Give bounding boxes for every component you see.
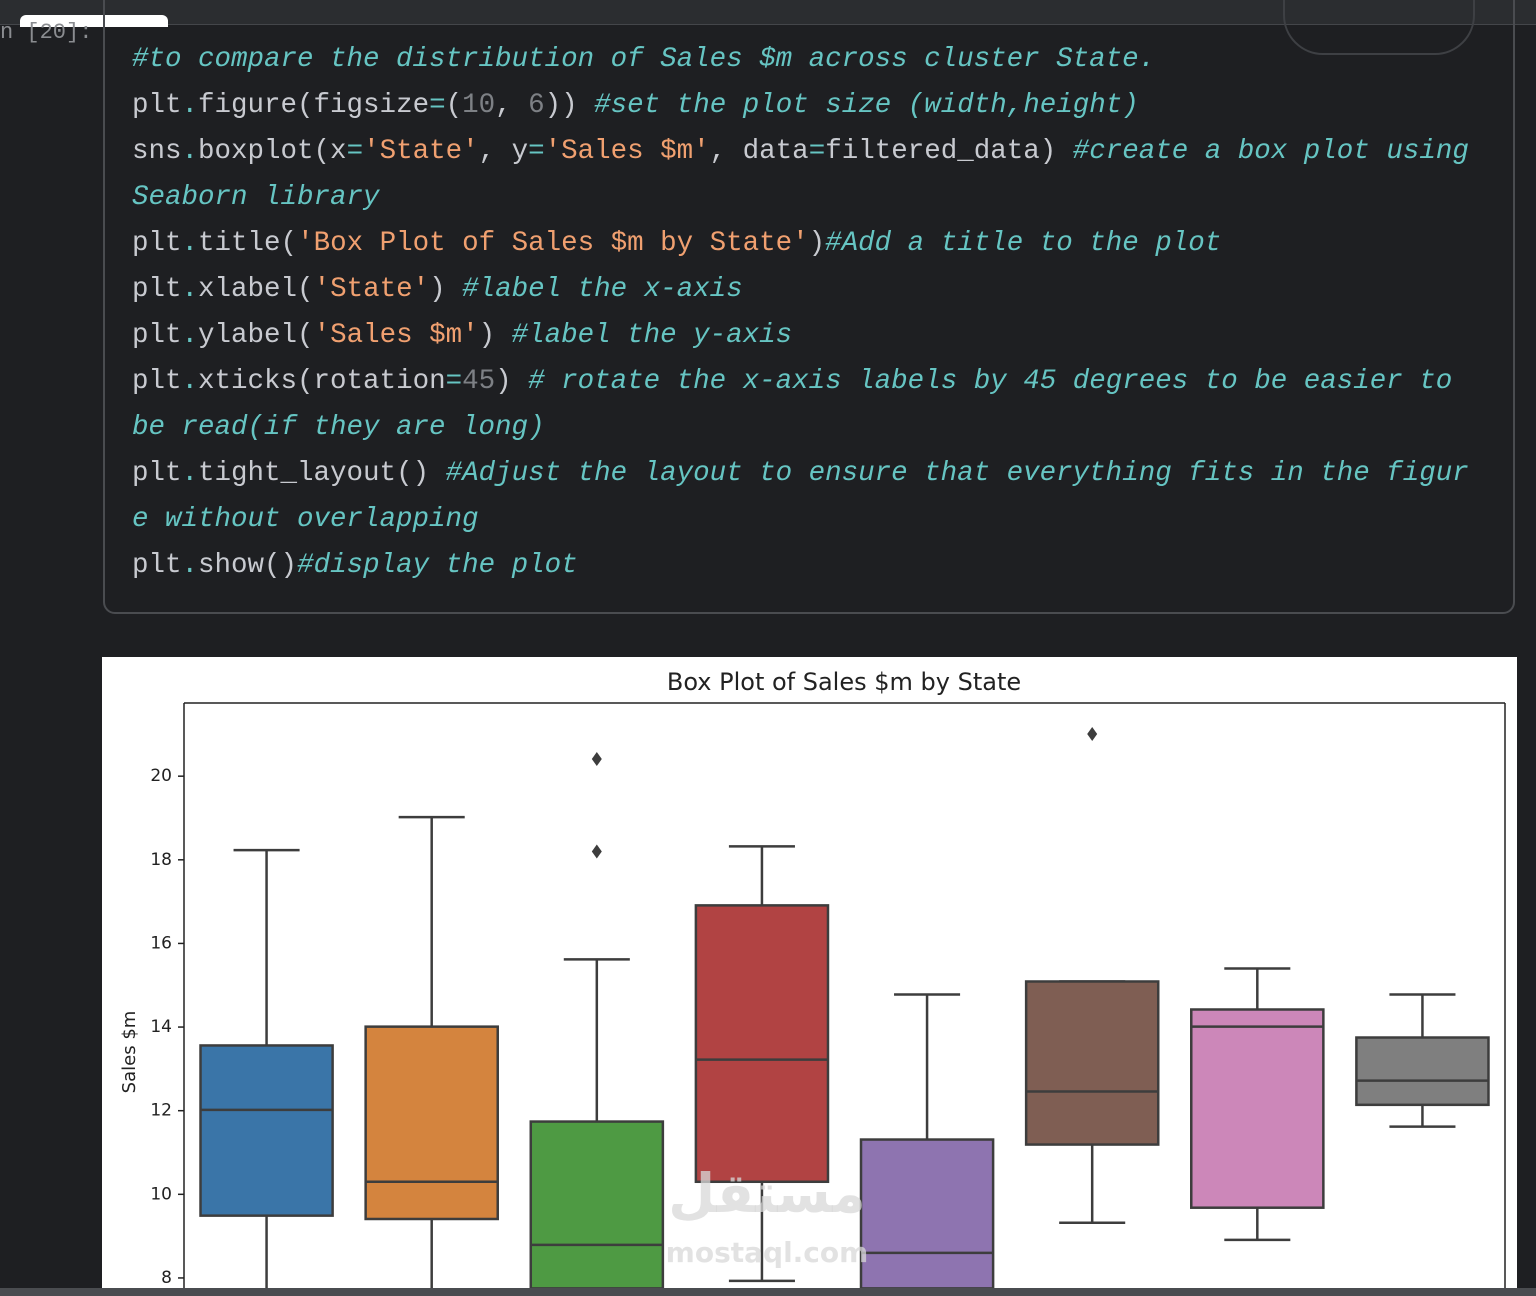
code-line: plt.ylabel('Sales $m') #label the y-axis: [132, 313, 1485, 359]
code-token: ): [808, 228, 826, 259]
code-token: boxplot(x: [198, 136, 347, 167]
chart-title: Box Plot of Sales $m by State: [667, 668, 1021, 696]
code-token: plt: [132, 320, 182, 351]
bottom-bar: [0, 1288, 1536, 1296]
code-token: plt: [132, 458, 182, 489]
code-token: #label the x-axis: [462, 274, 743, 305]
code-token: =: [445, 366, 463, 397]
y-tick-label: 10: [150, 1184, 172, 1204]
code-token: )): [544, 90, 595, 121]
y-tick-label: 8: [161, 1268, 172, 1288]
code-token: .: [181, 228, 199, 259]
code-token: plt: [132, 228, 182, 259]
code-token: ): [429, 274, 463, 305]
code-token: 45: [462, 366, 496, 397]
code-token: xlabel(: [198, 274, 314, 305]
code-token: show(): [198, 550, 298, 581]
code-token: ): [478, 320, 512, 351]
code-token: .: [181, 458, 199, 489]
code-token: title(: [198, 228, 298, 259]
code-token: .: [181, 136, 199, 167]
watermark: مستقل: [668, 1162, 866, 1225]
flier: [591, 844, 602, 859]
code-line: plt.xlabel('State') #label the x-axis: [132, 267, 1485, 313]
flier: [1087, 726, 1098, 741]
flier: [591, 752, 602, 767]
code-line: plt.figure(figsize=(10, 6)) #set the plo…: [132, 83, 1485, 129]
code-line: #to compare the distribution of Sales $m…: [132, 37, 1485, 83]
code-token: =: [346, 136, 364, 167]
code-token: .: [181, 274, 199, 305]
code-token: #Adjust the layout to ensure that everyt…: [132, 458, 1469, 535]
box: [1355, 1036, 1490, 1107]
top-bar: [0, 0, 1536, 25]
code-token: 6: [528, 90, 545, 121]
code-token: ): [495, 366, 529, 397]
code-token: #label the y-axis: [511, 320, 793, 351]
code-token: plt: [132, 90, 182, 121]
code-token: 'Box Plot of Sales $m by State': [297, 228, 809, 259]
y-tick-label: 14: [150, 1017, 172, 1037]
code-token: filtered_data): [825, 136, 1073, 167]
y-axis-label: Sales $m: [119, 1011, 140, 1094]
code-token: (: [445, 90, 463, 121]
code-token: #to compare the distribution of Sales $m…: [132, 44, 1156, 75]
code-token: =: [429, 90, 446, 121]
box: [529, 1120, 665, 1290]
code-token: # rotate the x-axis labels by 45 degrees…: [132, 366, 1469, 443]
code-token: plt: [132, 550, 182, 581]
y-tick-label: 18: [150, 850, 172, 870]
code-token: .: [181, 366, 199, 397]
code-line: plt.show()#display the plot: [132, 543, 1485, 589]
box: [859, 1138, 995, 1290]
code-line: plt.title('Box Plot of Sales $m by State…: [132, 221, 1485, 267]
code-token: ylabel(: [198, 320, 314, 351]
code-token: .: [181, 90, 199, 121]
box: [364, 1025, 499, 1221]
box: [1190, 1008, 1325, 1209]
code-token: =: [808, 136, 826, 167]
code-line: sns.boxplot(x='State', y='Sales $m', dat…: [132, 129, 1485, 221]
code-token: .: [181, 320, 199, 351]
code-token: .: [181, 550, 199, 581]
code-token: 'Sales $m': [313, 320, 479, 351]
cell-prompt: n [20]:: [0, 20, 93, 45]
code-token: 10: [462, 90, 496, 121]
code-token: , y: [478, 136, 529, 167]
code: #to compare the distribution of Sales $m…: [132, 37, 1485, 589]
code-token: ,: [495, 90, 529, 121]
code-token: 'Sales $m': [544, 136, 710, 167]
code-line: plt.xticks(rotation=45) # rotate the x-a…: [132, 359, 1485, 451]
code-token: plt: [132, 274, 182, 305]
code-line: plt.tight_layout() #Adjust the layout to…: [132, 451, 1485, 543]
box: [199, 1044, 334, 1217]
code-token: #create a box plot using Seaborn library: [132, 136, 1486, 213]
code-token: #display the plot: [297, 550, 578, 581]
code-token: xticks(rotation: [198, 366, 446, 397]
tab[interactable]: [20, 15, 168, 27]
code-token: figure(figsize: [198, 90, 430, 121]
code-token: plt: [132, 366, 182, 397]
y-tick-label: 16: [150, 933, 172, 953]
y-tick-label: 20: [150, 766, 172, 786]
code-token: tight_layout(): [198, 458, 446, 489]
y-tick-label: 12: [150, 1101, 172, 1121]
code-token: 'State': [363, 136, 479, 167]
code-token: , data: [709, 136, 809, 167]
box: [1024, 980, 1160, 1146]
code-token: sns: [132, 136, 182, 167]
code-cell[interactable]: [103, 0, 1515, 614]
code-token: =: [528, 136, 545, 167]
code-token: #Add a title to the plot: [825, 228, 1222, 259]
code-token: #set the plot size (width,height): [594, 90, 1139, 121]
code-token: 'State': [313, 274, 430, 305]
watermark: mostaql.com: [666, 1236, 869, 1269]
box: [694, 904, 830, 1184]
